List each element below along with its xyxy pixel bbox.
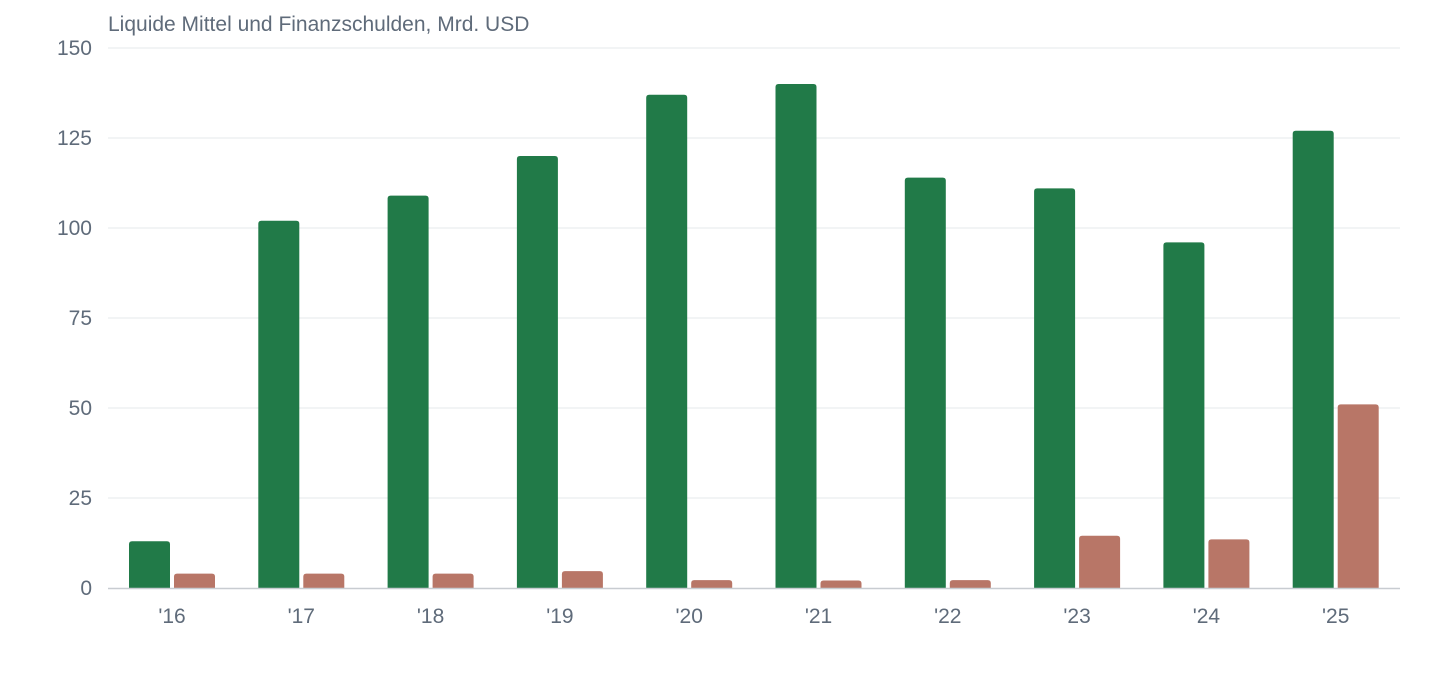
bar-series-2 [1079,535,1121,588]
x-tick-label: '23 [1063,605,1090,628]
bar-series-1 [1034,188,1076,588]
x-axis-tick-labels: '16 '17 '18 '19 '20 '21 '22 '23 '24 '25 [158,605,1349,628]
chart-title: Liquide Mittel und Finanzschulden, Mrd. … [108,13,529,36]
bar-series-2 [174,573,215,588]
bar-series-1 [1292,130,1334,589]
y-axis-tick-labels: 0 25 50 75 100 125 150 [57,37,92,600]
bar-series-2 [561,571,603,588]
bar-series-1 [258,220,300,589]
bar-series-1 [129,541,170,588]
bar-series-1 [516,156,558,588]
y-tick-label: 25 [69,487,92,510]
bar-series-2 [820,580,862,588]
y-tick-label: 0 [80,577,92,600]
x-tick-label: '21 [805,605,832,628]
bar-series-2 [1337,404,1379,588]
bar-series-1 [646,94,688,589]
bar-series-1 [387,195,429,588]
y-tick-label: 50 [69,397,92,420]
y-tick-label: 100 [57,217,92,240]
grid-lines [108,47,1400,499]
x-tick-label: '25 [1322,605,1349,628]
bar-series-2 [1208,539,1250,588]
y-tick-label: 75 [69,307,92,330]
x-tick-label: '17 [288,605,315,628]
bar-series-1 [904,177,946,588]
bars [129,84,1379,589]
x-tick-label: '24 [1193,605,1221,628]
bar-series-2 [303,573,345,588]
bar-series-2 [432,573,474,588]
x-tick-label: '16 [158,605,185,628]
bar-series-1 [1163,242,1205,588]
x-tick-label: '19 [546,605,573,628]
bar-series-2 [691,580,733,588]
bar-series-2 [949,580,991,588]
y-tick-label: 150 [57,37,92,60]
x-tick-label: '20 [676,605,703,628]
bar-series-1 [775,84,817,588]
x-tick-label: '22 [934,605,961,628]
y-tick-label: 125 [57,127,92,150]
x-tick-label: '18 [417,605,444,628]
